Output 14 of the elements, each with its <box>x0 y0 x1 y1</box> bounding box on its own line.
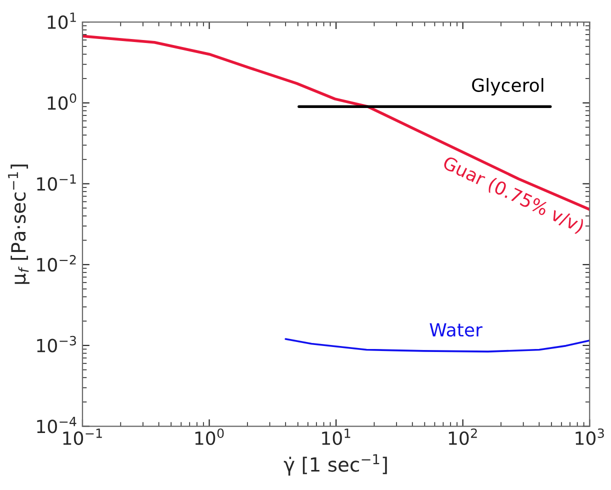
x-tick-label: 10$^{1}$ <box>322 428 350 446</box>
y-tick-label: 10$^{1}$ <box>48 12 76 30</box>
x-tick-label: 10$^{0}$ <box>195 428 224 445</box>
y-tick-label: 10$^{−1}$ <box>37 174 76 191</box>
x-tick-label: 10$^{3}$ <box>576 428 604 445</box>
series-label: Glycerol <box>472 78 544 96</box>
x-tick-label: 10$^{−1}$ <box>63 428 102 446</box>
y-tick-label: 10$^{0}$ <box>48 93 76 110</box>
y-tick-label: 10$^{−2}$ <box>37 255 76 272</box>
y-axis-title: μ$_{f}$ [Pa·sec$^{−1}$] <box>8 164 30 284</box>
x-tick-label: 10$^{2}$ <box>448 428 477 445</box>
y-tick-label: 10$^{−3}$ <box>37 336 76 352</box>
series-label: Water <box>430 323 482 337</box>
x-axis-title: γ̇ [1 sec$^{−1}$] <box>284 454 387 476</box>
